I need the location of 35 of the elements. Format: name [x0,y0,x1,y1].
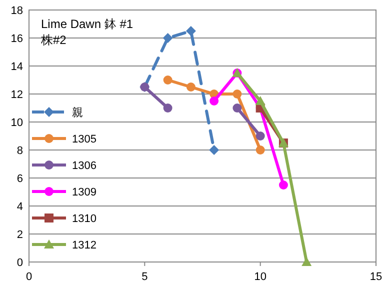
text: Lime Dawn 鉢 #1 株#2 [40,17,134,47]
point [232,104,242,112]
point [255,96,266,105]
y-tick-label: 10 [10,117,23,129]
point [163,76,172,84]
y-tick-label: 18 [10,5,23,17]
point [302,257,312,266]
point [186,26,196,36]
x-tick-label: 0 [26,271,32,283]
legend-label: 1306 [72,160,96,172]
point [210,96,219,106]
legend-label: 親 [72,106,83,119]
y-tick-label: 4 [16,201,23,213]
y-tick-label: 8 [16,145,23,157]
legend-label: 1305 [72,134,96,146]
legend-label: 1312 [72,240,96,252]
y-tick-label: 6 [16,173,23,185]
x-tick-label: 10 [254,271,266,283]
point [162,33,173,43]
y-tick-label: 0 [16,257,23,269]
y-tick-label: 14 [10,61,23,73]
point [209,145,220,155]
x-tick-label: 15 [370,271,382,283]
legend-label: 1310 [72,213,96,225]
y-tick-label: 2 [16,229,23,241]
y-tick-label: 16 [10,33,23,45]
y-tick-label: 12 [10,89,23,101]
point [163,104,172,112]
point [232,90,242,98]
legend-label: 1309 [72,186,96,198]
x-tick-label: 5 [142,271,148,283]
point [256,146,265,154]
point [186,82,196,92]
point [256,132,265,140]
point [278,180,288,190]
